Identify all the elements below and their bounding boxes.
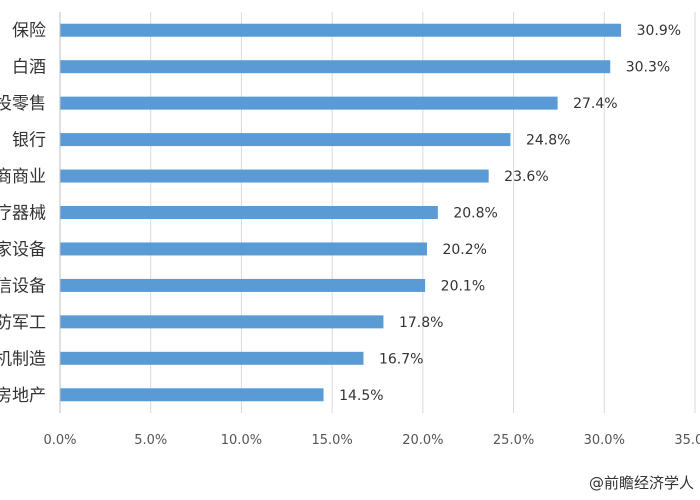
value-label: 20.8% xyxy=(453,206,497,222)
bar xyxy=(60,206,438,219)
x-tick-label: 30.0% xyxy=(584,433,625,448)
value-label: 16.7% xyxy=(379,351,423,367)
bar xyxy=(60,133,511,147)
bar xyxy=(60,388,324,402)
category-label: 疗器械 xyxy=(0,204,46,224)
bar xyxy=(60,351,364,365)
x-tick-label: 35.0% xyxy=(674,433,700,448)
bar xyxy=(60,169,489,183)
value-label: 30.9% xyxy=(637,23,681,39)
category-label: 白酒 xyxy=(12,58,46,78)
category-label: 投零售 xyxy=(0,94,46,114)
x-tick-label: 20.0% xyxy=(402,433,443,448)
bar xyxy=(60,96,558,110)
value-label: 14.5% xyxy=(339,388,383,404)
value-label: 23.6% xyxy=(504,169,548,185)
category-label: 国防军工 xyxy=(0,313,46,333)
x-tick-label: 0.0% xyxy=(43,433,76,448)
x-tick-label: 25.0% xyxy=(493,433,534,448)
category-label: 保险 xyxy=(12,21,46,41)
category-label: 商商业 xyxy=(0,167,46,187)
bar xyxy=(60,242,427,256)
value-label: 20.1% xyxy=(441,278,485,294)
value-label: 17.8% xyxy=(399,315,443,331)
value-label: 30.3% xyxy=(626,60,670,76)
category-label: 家设备 xyxy=(0,240,46,260)
x-tick-label: 10.0% xyxy=(221,433,262,448)
bar xyxy=(60,60,611,74)
bar xyxy=(60,315,384,329)
bar xyxy=(60,278,426,292)
category-label: 信设备 xyxy=(0,276,46,296)
category-label: 机制造 xyxy=(0,349,46,369)
bar xyxy=(60,23,622,37)
source-credit: @前瞻经济学人 xyxy=(589,474,694,492)
value-label: 24.8% xyxy=(526,133,570,149)
value-label: 27.4% xyxy=(573,96,617,112)
category-label: 房地产 xyxy=(0,386,46,406)
category-label: 银行 xyxy=(12,131,46,151)
value-label: 20.2% xyxy=(442,242,486,258)
x-tick-label: 5.0% xyxy=(134,433,167,448)
x-tick-label: 15.0% xyxy=(311,433,352,448)
